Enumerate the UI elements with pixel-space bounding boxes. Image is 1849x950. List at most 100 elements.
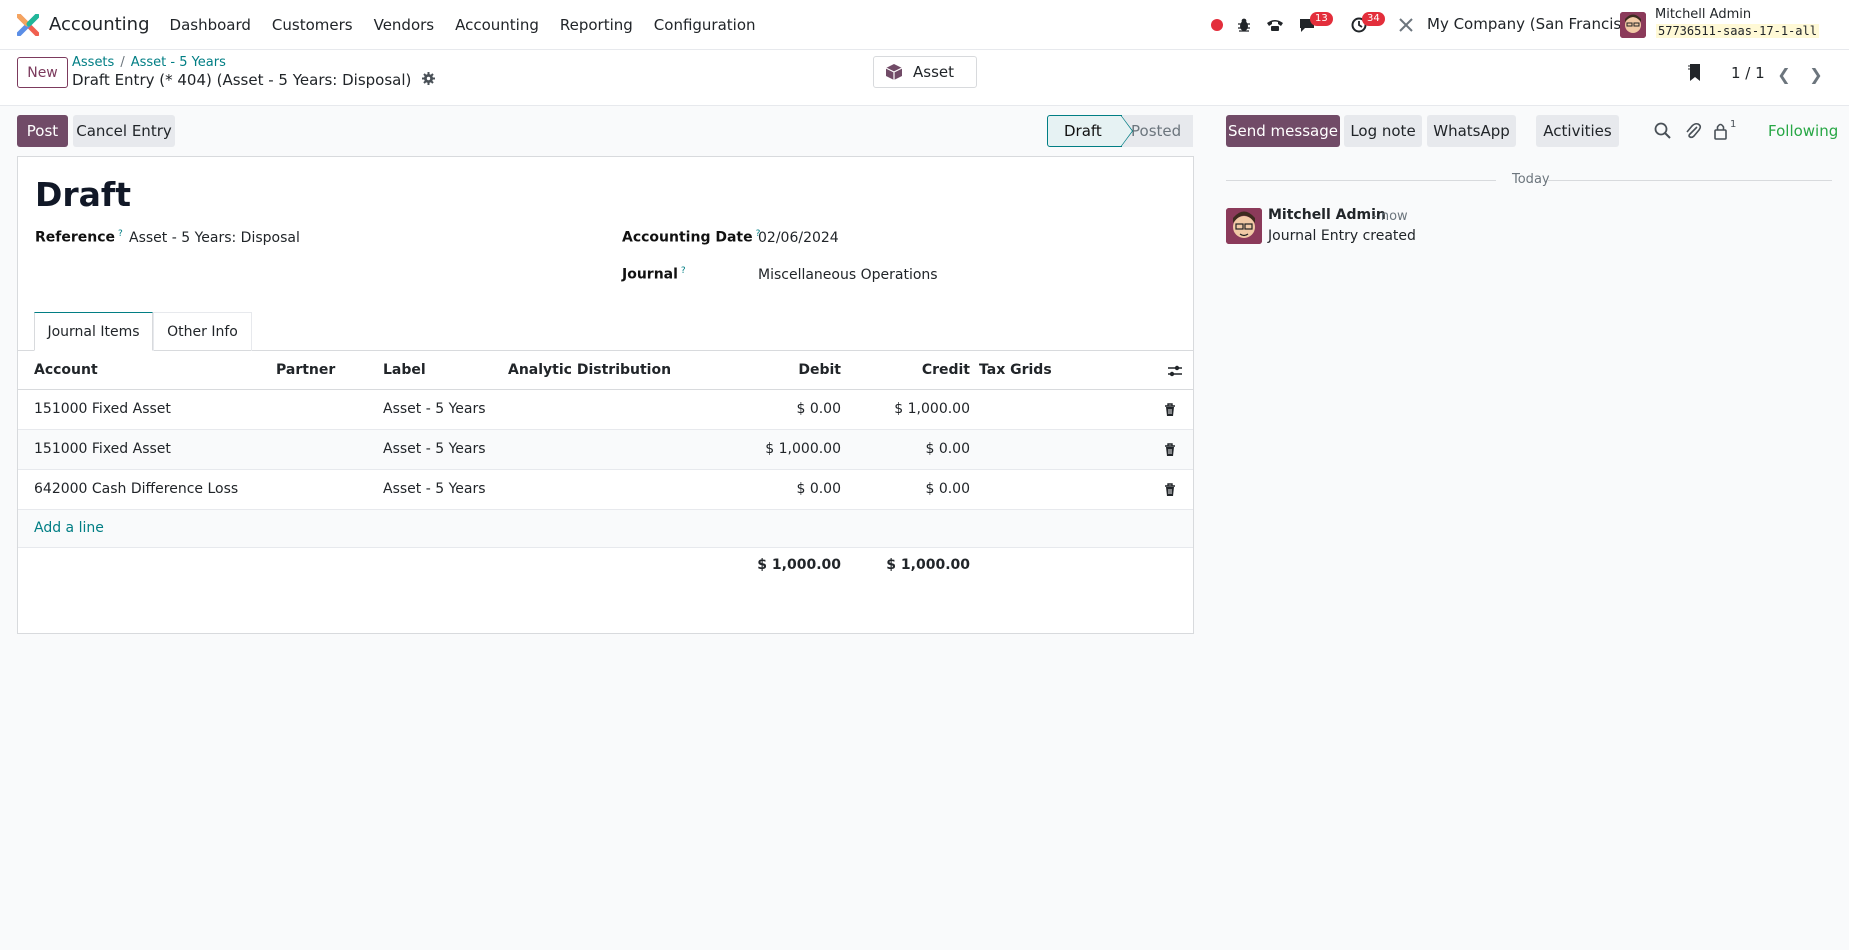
search-icon[interactable]: [1653, 121, 1673, 141]
menu-customers[interactable]: Customers: [271, 15, 353, 34]
accounting-date-field[interactable]: 02/06/2024: [758, 230, 839, 246]
messages-icon[interactable]: 13: [1296, 12, 1333, 36]
cube-icon: [885, 64, 903, 80]
message-body: Journal Entry created: [1268, 228, 1416, 244]
stage-draft[interactable]: Draft: [1047, 115, 1122, 147]
column-analytic-distribution[interactable]: Analytic Distribution: [508, 362, 672, 378]
asset-smart-button[interactable]: Asset: [873, 56, 977, 88]
row-credit[interactable]: $ 1,000.00: [894, 401, 970, 417]
journal-label-text: Journal: [622, 266, 678, 283]
help-tooltip[interactable]: ?: [755, 229, 761, 239]
stage-arrow-fill: [1121, 116, 1132, 146]
trash-icon[interactable]: [1164, 483, 1176, 497]
help-tooltip[interactable]: ?: [118, 229, 123, 239]
accounting-app-icon: [17, 13, 39, 36]
column-debit[interactable]: Debit: [798, 362, 841, 378]
row-label[interactable]: Asset - 5 Years: [383, 481, 486, 497]
lock-icon[interactable]: [1711, 121, 1731, 141]
menu-configuration[interactable]: Configuration: [653, 15, 756, 34]
stage-posted[interactable]: Posted: [1122, 115, 1193, 147]
row-credit[interactable]: $ 0.00: [925, 441, 970, 457]
menu-vendors[interactable]: Vendors: [373, 15, 435, 34]
app-brand[interactable]: Accounting: [17, 13, 150, 36]
total-debit: $ 1,000.00: [757, 557, 841, 573]
column-tax-grids[interactable]: Tax Grids: [979, 362, 1052, 378]
journal-label: Journal?: [622, 266, 686, 283]
menu-dashboard[interactable]: Dashboard: [169, 15, 251, 34]
activities-clock-icon[interactable]: 34: [1348, 12, 1385, 36]
column-partner[interactable]: Partner: [276, 362, 336, 378]
followers-count: 1: [1730, 119, 1737, 130]
debug-bug-icon[interactable]: [1233, 14, 1255, 36]
row-account[interactable]: 642000 Cash Difference Loss: [34, 481, 239, 497]
column-label[interactable]: Label: [383, 362, 426, 378]
current-record-title: Draft Entry (* 404) (Asset - 5 Years: Di…: [72, 71, 436, 89]
phone-icon[interactable]: [1264, 14, 1286, 36]
user-name[interactable]: Mitchell Admin: [1655, 7, 1752, 22]
table-row[interactable]: 151000 Fixed Asset Asset - 5 Years $ 0.0…: [18, 390, 1193, 430]
message-time: - now: [1372, 209, 1408, 224]
row-debit[interactable]: $ 1,000.00: [765, 441, 841, 457]
trash-icon[interactable]: [1164, 403, 1176, 417]
user-avatar[interactable]: [1620, 12, 1646, 38]
author-avatar[interactable]: [1226, 208, 1262, 244]
totals-row: $ 1,000.00 $ 1,000.00: [18, 548, 1193, 584]
tab-other-info[interactable]: Other Info: [153, 312, 252, 351]
reference-field[interactable]: Asset - 5 Years: Disposal: [129, 230, 300, 246]
activities-button[interactable]: Activities: [1536, 115, 1619, 147]
record-title: Draft: [35, 175, 132, 214]
company-switcher[interactable]: My Company (San Francisco): [1427, 15, 1645, 33]
paperclip-icon[interactable]: [1683, 121, 1703, 141]
current-record-name: Draft Entry (* 404) (Asset - 5 Years: Di…: [72, 71, 412, 89]
messages-badge: 13: [1310, 12, 1333, 26]
post-button[interactable]: Post: [17, 115, 68, 147]
tab-journal-items[interactable]: Journal Items: [34, 312, 153, 351]
breadcrumb-separator: /: [120, 55, 125, 70]
cancel-entry-button[interactable]: Cancel Entry: [73, 115, 175, 147]
pager-value[interactable]: 1 / 1: [1731, 64, 1765, 82]
row-label[interactable]: Asset - 5 Years: [383, 401, 486, 417]
table-header: Account Partner Label Analytic Distribut…: [18, 351, 1193, 390]
row-credit[interactable]: $ 0.00: [925, 481, 970, 497]
optional-columns-toggle-icon[interactable]: [1167, 364, 1183, 378]
send-message-button[interactable]: Send message: [1226, 115, 1340, 147]
main-menu: Dashboard Customers Vendors Accounting R…: [170, 16, 777, 34]
new-button[interactable]: New: [17, 57, 68, 88]
add-line-link[interactable]: Add a line: [34, 520, 104, 536]
gear-icon[interactable]: [422, 72, 436, 89]
help-tooltip[interactable]: ?: [680, 266, 686, 276]
pager-previous-icon[interactable]: ❮: [1777, 64, 1791, 84]
row-account[interactable]: 151000 Fixed Asset: [34, 401, 171, 417]
form-sheet: Draft Reference? Asset - 5 Years: Dispos…: [17, 156, 1194, 634]
date-separator: Today: [1512, 172, 1550, 187]
trash-icon[interactable]: [1164, 443, 1176, 457]
app-name: Accounting: [49, 14, 150, 35]
row-label[interactable]: Asset - 5 Years: [383, 441, 486, 457]
pager-next-icon[interactable]: ❯: [1809, 64, 1823, 84]
tools-icon[interactable]: [1395, 14, 1417, 36]
database-name: 57736511-saas-17-1-all: [1656, 24, 1819, 38]
following-toggle[interactable]: Following: [1768, 122, 1839, 140]
table-row[interactable]: 642000 Cash Difference Loss Asset - 5 Ye…: [18, 470, 1193, 510]
row-account[interactable]: 151000 Fixed Asset: [34, 441, 171, 457]
accounting-date-label-text: Accounting Date: [622, 229, 753, 246]
recording-dot-icon[interactable]: [1206, 14, 1228, 36]
menu-accounting[interactable]: Accounting: [455, 15, 539, 34]
column-credit[interactable]: Credit: [921, 362, 970, 378]
breadcrumb-asset-5-years[interactable]: Asset - 5 Years: [130, 55, 226, 70]
notebook-tabs: Journal Items Other Info: [18, 312, 1193, 351]
log-note-button[interactable]: Log note: [1344, 115, 1422, 147]
journal-field[interactable]: Miscellaneous Operations: [758, 267, 938, 283]
control-panel: New Assets / Asset - 5 Years Draft Entry (…: [0, 50, 1849, 106]
divider: [1226, 180, 1496, 181]
row-debit[interactable]: $ 0.00: [796, 401, 841, 417]
whatsapp-button[interactable]: WhatsApp: [1427, 115, 1516, 147]
row-debit[interactable]: $ 0.00: [796, 481, 841, 497]
column-account[interactable]: Account: [34, 362, 98, 378]
bookmark-icon[interactable]: [1688, 63, 1702, 82]
message-author[interactable]: Mitchell Admin: [1268, 207, 1386, 223]
menu-reporting[interactable]: Reporting: [559, 15, 633, 34]
breadcrumb: Assets / Asset - 5 Years: [72, 55, 226, 70]
breadcrumb-assets[interactable]: Assets: [72, 55, 115, 70]
table-row[interactable]: 151000 Fixed Asset Asset - 5 Years $ 1,0…: [18, 430, 1193, 470]
